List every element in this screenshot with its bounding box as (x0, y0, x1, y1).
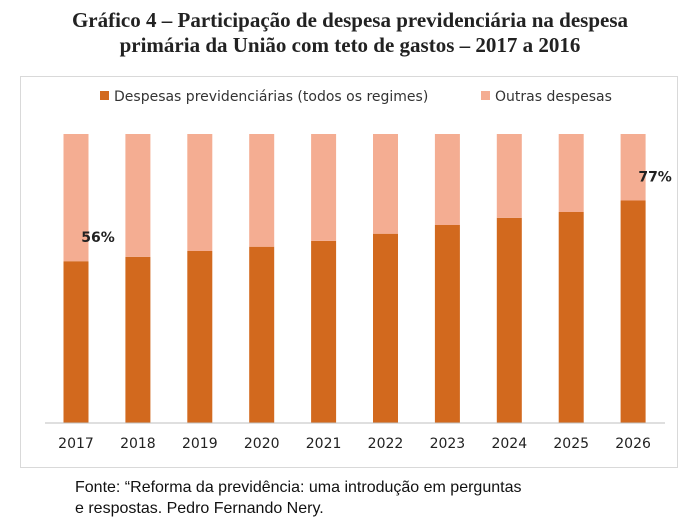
chart-title: Gráfico 4 – Participação de despesa prev… (0, 8, 700, 58)
bar-despesas-2023 (434, 225, 460, 423)
x-tick-label-2018: 2018 (120, 436, 156, 452)
bar-outras-2025 (558, 134, 584, 212)
data-label-2026: 77% (638, 170, 672, 186)
legend: Despesas previdenciárias (todos os regim… (100, 89, 612, 105)
legend-swatch-outras (481, 91, 490, 100)
chart-title-line1: Gráfico 4 – Participação de despesa prev… (71, 8, 629, 32)
bar-despesas-2022 (373, 233, 398, 423)
bar-outras-2020 (249, 134, 275, 247)
bar-despesas-2025 (558, 212, 584, 423)
x-tick-label-2022: 2022 (368, 436, 404, 452)
bar-outras-2017 (63, 134, 89, 262)
source-line2: e respostas. Pedro Fernando Nery. (75, 500, 324, 517)
legend-swatch-previdenciarias (100, 91, 109, 100)
x-tick-label-2026: 2026 (615, 436, 651, 452)
bar-despesas-2020 (249, 246, 275, 423)
x-tick-label-2024: 2024 (491, 436, 527, 452)
legend-label-outras: Outras despesas (495, 89, 612, 105)
x-tick-label-2020: 2020 (244, 436, 280, 452)
bar-despesas-2017 (63, 261, 89, 423)
bar-outras-2019 (187, 134, 213, 251)
bar-outras-2018 (125, 134, 151, 257)
bar-despesas-2021 (311, 240, 337, 423)
bars (63, 134, 646, 423)
bar-outras-2023 (434, 134, 460, 225)
bar-outras-2026 (620, 134, 646, 201)
bar-outras-2024 (496, 134, 522, 218)
x-tick-label-2025: 2025 (553, 436, 589, 452)
source-note: Fonte: “Reforma da previdência: uma intr… (75, 477, 675, 519)
bar-despesas-2026 (620, 200, 646, 423)
data-labels: 56% 77% (81, 170, 672, 247)
stacked-bar-chart: Despesas previdenciárias (todos os regim… (45, 89, 672, 452)
x-tick-label-2019: 2019 (182, 436, 218, 452)
bar-despesas-2018 (125, 256, 151, 423)
bar-despesas-2019 (187, 251, 213, 423)
bar-outras-2022 (373, 134, 398, 234)
chart-title-line2: primária da União com teto de gastos – 2… (119, 33, 581, 57)
x-tick-label-2023: 2023 (430, 436, 466, 452)
x-tick-label-2021: 2021 (306, 436, 342, 452)
bar-despesas-2024 (496, 217, 522, 423)
data-label-2017: 56% (81, 230, 115, 246)
x-tick-label-2017: 2017 (58, 436, 94, 452)
legend-label-previdenciarias: Despesas previdenciárias (todos os regim… (114, 89, 428, 105)
bar-outras-2021 (311, 134, 337, 241)
x-axis-ticks: 2017 2018 2019 2020 2021 2022 2023 2024 2025 2026 (58, 436, 651, 452)
source-line1: Fonte: “Reforma da previdência: uma intr… (75, 479, 522, 496)
